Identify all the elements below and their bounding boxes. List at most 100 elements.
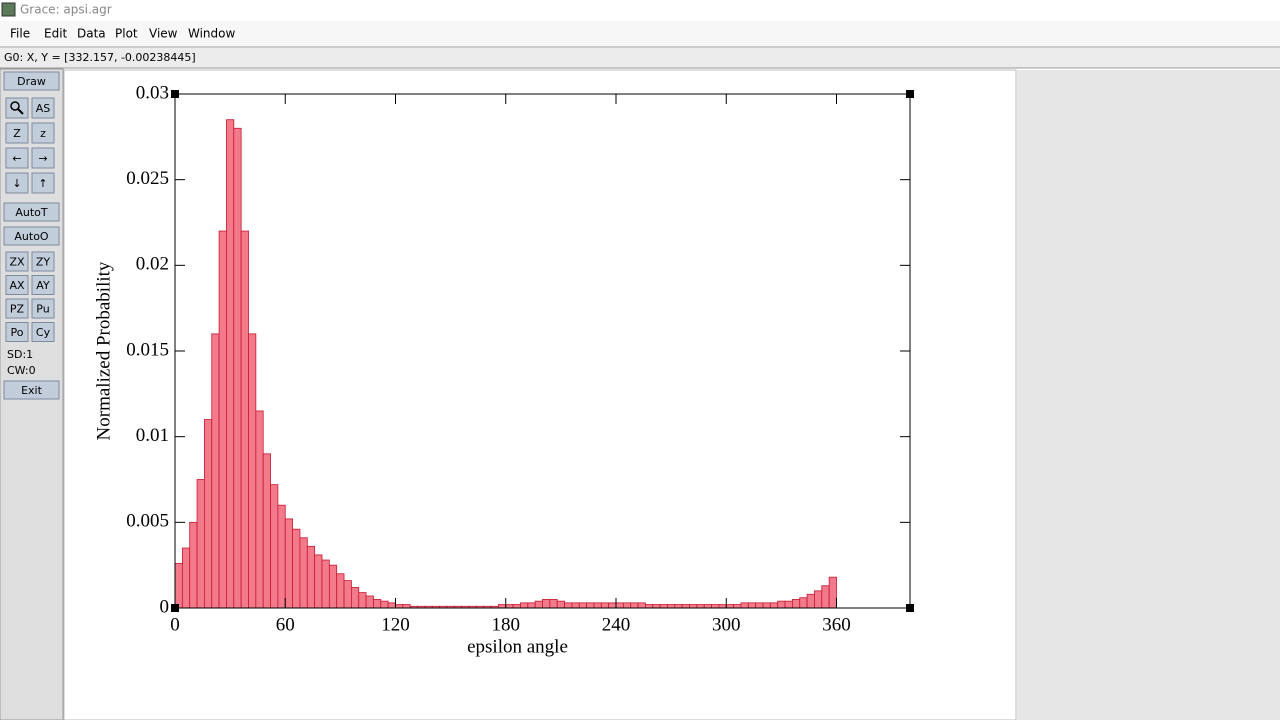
bar bbox=[284, 518, 293, 609]
zoom-icon[interactable] bbox=[10, 101, 20, 111]
bar bbox=[622, 602, 632, 609]
icon-button[interactable] bbox=[31, 147, 55, 169]
x-tick-label: 0 bbox=[170, 614, 180, 635]
bar bbox=[571, 602, 580, 609]
pair-button[interactable] bbox=[5, 275, 29, 295]
draw-button[interactable] bbox=[3, 71, 60, 91]
icon-button[interactable] bbox=[5, 172, 29, 194]
menu-item[interactable]: Edit bbox=[44, 27, 68, 41]
bar bbox=[365, 595, 374, 609]
bar bbox=[718, 604, 727, 609]
icon-button[interactable] bbox=[5, 122, 29, 144]
bar bbox=[652, 604, 661, 609]
icon-button[interactable] bbox=[31, 122, 55, 144]
selection-handle bbox=[906, 604, 914, 612]
bar bbox=[534, 600, 543, 609]
menu-item[interactable]: File bbox=[10, 27, 30, 41]
auto-button[interactable] bbox=[3, 226, 60, 246]
menu-item[interactable]: Plot bbox=[115, 27, 138, 41]
bar bbox=[262, 453, 271, 609]
bar bbox=[814, 590, 823, 609]
bar bbox=[564, 602, 573, 609]
bar bbox=[674, 604, 683, 609]
auto-label[interactable]: AutoO bbox=[14, 230, 49, 243]
bar bbox=[402, 604, 411, 609]
icon-button[interactable] bbox=[31, 172, 55, 194]
pair-label[interactable]: Pu bbox=[36, 303, 49, 316]
bar bbox=[358, 592, 367, 609]
zoom-icon[interactable] bbox=[17, 108, 24, 115]
bar bbox=[821, 585, 830, 609]
bar bbox=[637, 602, 646, 609]
pair-label[interactable]: PZ bbox=[10, 303, 25, 316]
bar bbox=[306, 545, 316, 609]
bar bbox=[314, 554, 323, 609]
x-tick-label: 180 bbox=[492, 614, 521, 635]
bar bbox=[181, 547, 191, 609]
icon-label[interactable]: ↓ bbox=[12, 177, 21, 190]
y-tick-label: 0 bbox=[160, 596, 170, 617]
exit-button[interactable] bbox=[3, 380, 60, 400]
icon-label[interactable]: → bbox=[38, 152, 47, 165]
app-icon bbox=[1, 2, 16, 17]
auto-button[interactable] bbox=[3, 202, 60, 222]
bar bbox=[799, 597, 808, 609]
draw-label[interactable]: Draw bbox=[17, 75, 46, 88]
bar bbox=[497, 604, 507, 609]
pair-button[interactable] bbox=[5, 251, 29, 272]
bar bbox=[380, 600, 389, 609]
menu-item[interactable]: View bbox=[149, 27, 178, 41]
pair-button[interactable] bbox=[5, 322, 29, 342]
pair-label[interactable]: ZY bbox=[36, 256, 51, 269]
icon-label[interactable]: ← bbox=[12, 152, 21, 165]
bar bbox=[189, 521, 198, 609]
bar bbox=[762, 602, 771, 609]
menu-item[interactable]: Data bbox=[77, 27, 106, 41]
pair-button[interactable] bbox=[31, 298, 55, 319]
bar bbox=[755, 602, 764, 609]
bar bbox=[747, 602, 757, 609]
pair-label[interactable]: ZX bbox=[9, 256, 25, 269]
selection-handle bbox=[171, 90, 179, 98]
icon-button[interactable] bbox=[5, 147, 29, 169]
icon-button[interactable] bbox=[31, 97, 55, 119]
zoom-button[interactable] bbox=[5, 97, 29, 119]
pair-label[interactable]: Cy bbox=[36, 326, 51, 339]
bar bbox=[277, 504, 286, 609]
pair-button[interactable] bbox=[31, 322, 55, 342]
auto-label[interactable]: AutoT bbox=[15, 206, 48, 219]
pair-button[interactable] bbox=[5, 298, 29, 319]
canvas bbox=[63, 69, 1017, 721]
bar bbox=[630, 602, 639, 609]
pair-label[interactable]: AX bbox=[9, 279, 25, 292]
bar bbox=[586, 602, 595, 609]
bar bbox=[769, 602, 779, 609]
selection-handle bbox=[171, 604, 179, 612]
bar bbox=[725, 604, 734, 609]
bar bbox=[600, 602, 610, 609]
bar bbox=[292, 528, 301, 609]
icon-label[interactable]: Z bbox=[13, 127, 21, 140]
icon-label[interactable]: AS bbox=[36, 102, 51, 115]
pair-label[interactable]: AY bbox=[36, 279, 50, 292]
y-tick-label: 0.02 bbox=[136, 254, 169, 275]
pair-button[interactable] bbox=[31, 251, 55, 272]
bar bbox=[505, 604, 514, 609]
x-tick-label: 60 bbox=[276, 614, 295, 635]
pair-button[interactable] bbox=[31, 275, 55, 295]
pair-label[interactable]: Po bbox=[11, 326, 24, 339]
x-axis-label: epsilon angle bbox=[467, 636, 568, 657]
menu-item[interactable]: Window bbox=[188, 27, 236, 41]
icon-label[interactable]: ↑ bbox=[38, 177, 47, 190]
bar bbox=[336, 573, 345, 609]
y-tick-label: 0.005 bbox=[126, 511, 169, 532]
bar bbox=[578, 602, 587, 609]
bar bbox=[792, 599, 801, 609]
bar bbox=[549, 599, 558, 609]
bar bbox=[350, 587, 360, 609]
icon-label[interactable]: z bbox=[40, 127, 46, 140]
y-tick-label: 0.03 bbox=[136, 82, 169, 103]
exit-label[interactable]: Exit bbox=[21, 384, 43, 397]
x-tick-label: 360 bbox=[822, 614, 851, 635]
